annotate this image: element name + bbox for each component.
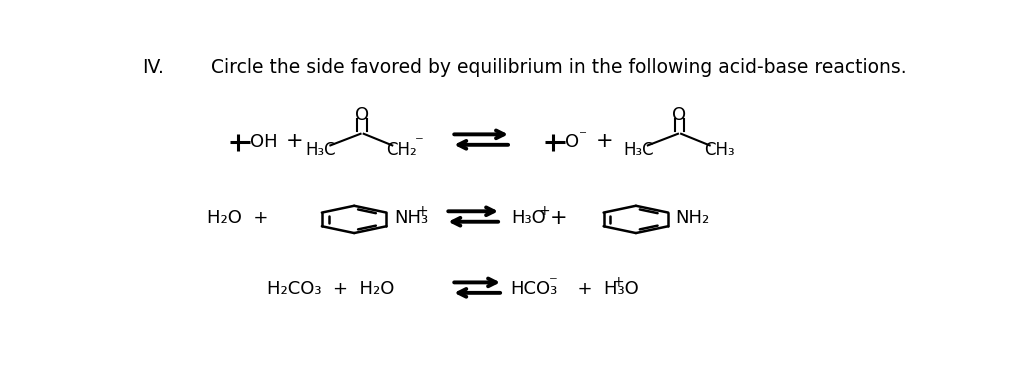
Text: H₃C: H₃C bbox=[305, 141, 336, 159]
Text: NH₃: NH₃ bbox=[394, 209, 428, 227]
Text: +: + bbox=[417, 204, 428, 218]
Text: ⁻: ⁻ bbox=[579, 128, 587, 143]
Text: +: + bbox=[595, 131, 613, 151]
Text: ⁻: ⁻ bbox=[549, 273, 558, 291]
Text: +: + bbox=[550, 208, 567, 228]
Text: OH: OH bbox=[250, 133, 278, 152]
Text: HCO₃: HCO₃ bbox=[511, 280, 558, 298]
Text: +  H₃O: + H₃O bbox=[566, 280, 639, 298]
Text: H₃O: H₃O bbox=[511, 209, 546, 227]
Text: +: + bbox=[286, 131, 303, 151]
Text: O: O bbox=[673, 106, 687, 124]
Text: +: + bbox=[538, 204, 550, 218]
Text: CH₂: CH₂ bbox=[386, 141, 417, 159]
Text: IV.: IV. bbox=[142, 58, 164, 77]
Text: H₃C: H₃C bbox=[623, 141, 653, 159]
Text: H₂O  +: H₂O + bbox=[207, 209, 268, 227]
Text: Circle the side favored by equilibrium in the following acid-base reactions.: Circle the side favored by equilibrium i… bbox=[211, 58, 907, 77]
Text: H₂CO₃  +  H₂O: H₂CO₃ + H₂O bbox=[267, 280, 394, 298]
Text: NH₂: NH₂ bbox=[676, 209, 710, 227]
Text: ⁻: ⁻ bbox=[415, 133, 424, 152]
Text: O: O bbox=[565, 133, 580, 152]
Text: CH₃: CH₃ bbox=[703, 141, 734, 159]
Text: +: + bbox=[612, 276, 625, 290]
Text: O: O bbox=[355, 106, 370, 124]
